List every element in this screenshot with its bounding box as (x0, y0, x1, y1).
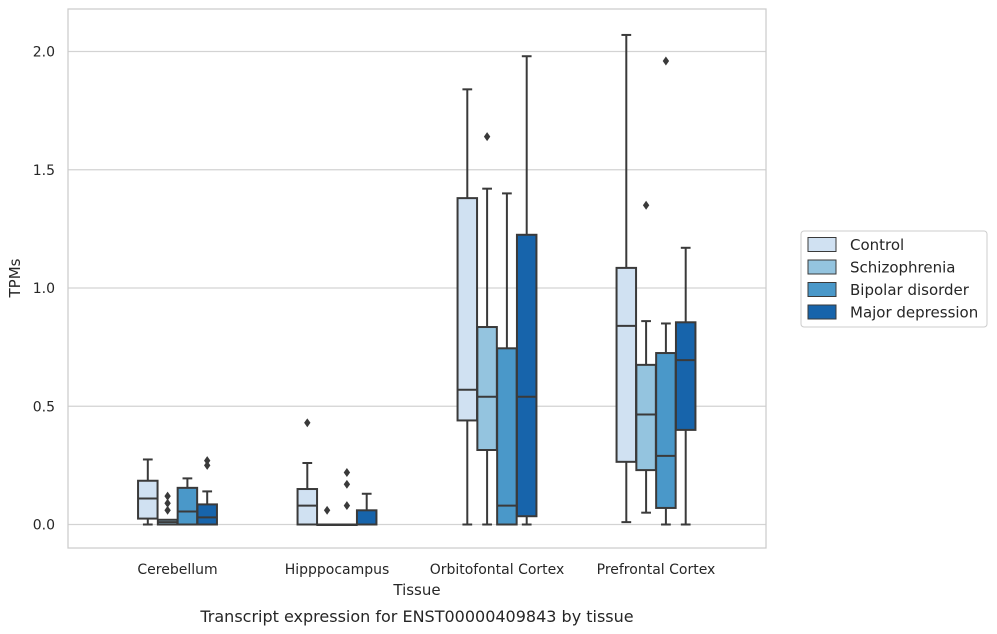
box-iqr (655, 352, 677, 509)
outlier-point (164, 498, 171, 508)
outlier-point (662, 56, 670, 66)
y-tick-label: 0.0 (33, 518, 55, 534)
box-iqr (296, 488, 319, 526)
legend-swatch (807, 282, 837, 297)
box-control-prefrontal-cortex (615, 33, 638, 524)
outlier-point (204, 460, 211, 470)
outlier-point (343, 479, 351, 489)
y-tick-label: 1.5 (33, 163, 55, 179)
box-bipolar-disorder-cerebellum (176, 477, 199, 526)
x-axis-ticks: Cerebellum Hipppocampus Orbitofontal Corte… (137, 562, 715, 578)
box-iqr (496, 347, 518, 526)
chart-caption: Transcript expression for ENST0000040984… (199, 607, 633, 626)
y-axis-label: TPMs (6, 258, 24, 298)
x-axis-label: Tissue (392, 581, 440, 599)
y-tick-label: 2.0 (33, 45, 55, 61)
legend: Control Schizophrenia Bipolar disorder Majo… (800, 230, 988, 328)
box-iqr (515, 233, 538, 518)
legend-entry-label: Bipolar disorder (850, 281, 970, 299)
outlier-point (642, 200, 650, 210)
x-tick-label: Prefrontal Cortex (597, 562, 716, 578)
y-tick-label: 0.5 (33, 399, 55, 415)
box-schizophrenia-prefrontal-cortex (635, 200, 657, 514)
box-schizophrenia-cerebellum (156, 491, 179, 526)
box-major-depression-cerebellum (196, 456, 218, 526)
outlier-point (304, 418, 311, 428)
outlier-point (343, 467, 351, 477)
box-iqr (196, 503, 218, 526)
legend-swatch (807, 259, 837, 275)
legend-swatch (807, 237, 837, 252)
box-schizophrenia-orbitofontal-cortex (476, 132, 498, 526)
legend-entry-label: Control (850, 236, 904, 254)
box-bipolar-disorder-hipppocampus (336, 467, 358, 526)
box-bipolar-disorder-orbitofontal-cortex (496, 192, 518, 526)
box-iqr (674, 321, 697, 431)
x-tick-label: Hipppocampus (285, 562, 390, 578)
box-control-hipppocampus (296, 418, 319, 526)
box-major-depression-prefrontal-cortex (674, 246, 697, 526)
box-iqr (615, 266, 638, 463)
x-tick-label: Orbitofontal Cortex (430, 562, 565, 578)
outlier-point (323, 505, 331, 515)
box-iqr (355, 509, 378, 526)
legend-frame (800, 230, 988, 328)
box-major-depression-orbitofontal-cortex (515, 55, 538, 526)
box-major-depression-hipppocampus (355, 492, 378, 526)
box-iqr (456, 197, 479, 422)
y-axis-ticks: 0.0 0.5 1.0 1.5 2.0 (33, 45, 55, 534)
legend-entry-label: Major depression (850, 304, 978, 322)
box-iqr (635, 363, 657, 472)
box-bipolar-disorder-prefrontal-cortex (655, 56, 677, 526)
box-control-orbitofontal-cortex (456, 88, 479, 526)
outlier-point (343, 501, 351, 511)
box-control-cerebellum (137, 458, 159, 526)
outlier-point (164, 505, 171, 515)
legend-swatch (807, 304, 837, 320)
plot-area-frame (67, 8, 767, 549)
outlier-point (204, 456, 211, 466)
y-tick-label: 1.0 (33, 281, 55, 297)
box-iqr (176, 486, 199, 526)
legend-entry-label: Schizophrenia (850, 259, 955, 277)
boxes (137, 33, 697, 526)
outlier-point (483, 132, 491, 142)
box-schizophrenia-hipppocampus (316, 505, 338, 526)
box-iqr (137, 479, 159, 520)
box-iqr (476, 326, 498, 452)
outlier-point (164, 491, 171, 501)
x-tick-label: Cerebellum (137, 562, 217, 578)
